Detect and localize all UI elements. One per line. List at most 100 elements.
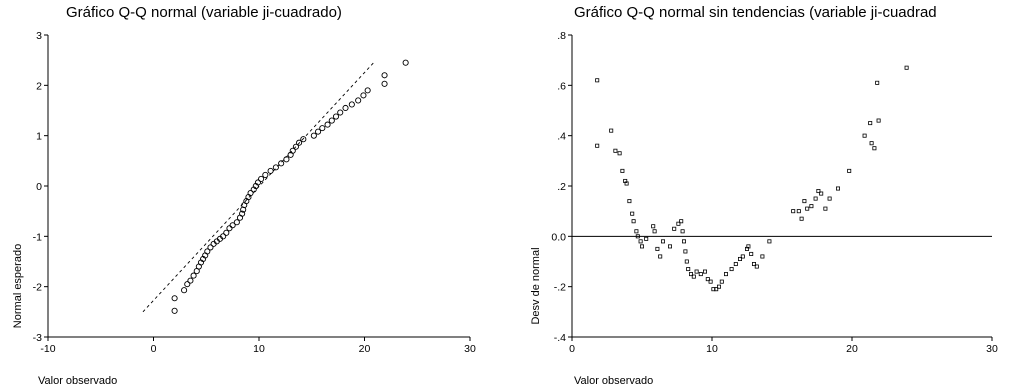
chart2-data-point [836, 186, 841, 191]
chart2-y-tick-label: -.2 [554, 282, 566, 294]
chart2-data-point [686, 267, 691, 272]
chart1-data-point [348, 101, 355, 108]
chart1-data-point [190, 272, 197, 279]
chart2-data-point [719, 279, 724, 284]
chart2-data-point [862, 133, 867, 138]
chart1-data-point [360, 92, 367, 99]
chart2-data-point [689, 272, 694, 277]
chart1-data-point [342, 104, 349, 112]
chart2-data-point [679, 219, 684, 224]
chart2-data-point [638, 239, 643, 244]
chart1-data-point [364, 87, 371, 94]
chart2-y-axis-label: Desv de normal [530, 247, 542, 324]
chart2-data-point [652, 229, 657, 234]
chart1-x-tick-label: 0 [151, 343, 157, 355]
chart1-data-point [239, 210, 246, 217]
chart2-data-point [847, 168, 852, 173]
chart2-y-tick-label: 0.0 [551, 231, 566, 243]
chart1-y-tick-label: -3 [33, 332, 42, 344]
chart2-data-point [703, 269, 708, 274]
chart1-data-point [187, 277, 194, 284]
chart2-x-tick-label: 0 [569, 343, 575, 355]
chart2-data-point [746, 244, 751, 249]
chart1-data-point [207, 244, 214, 251]
chart1-data-point [292, 143, 299, 150]
chart2-data-point [802, 199, 807, 204]
chart2-data-point [799, 216, 804, 221]
chart2-data-point [733, 262, 738, 267]
chart2-data-point [705, 277, 710, 282]
chart2-data-point [805, 206, 810, 211]
chart2-data-point [644, 236, 649, 241]
chart1-data-point [402, 59, 409, 66]
chart1-data-point [226, 225, 233, 232]
chart1-title: Gráfico Q-Q normal (variable ji-cuadrado… [66, 4, 342, 21]
chart1-y-tick-label: -1 [33, 231, 42, 243]
chart2-data-point [680, 229, 685, 234]
chart1-data-point [204, 248, 211, 255]
chart2-data-point [904, 65, 909, 70]
chart2-data-point [595, 143, 600, 148]
chart1-data-point [240, 206, 247, 213]
chart2-data-point [631, 219, 636, 224]
chart1-reference-line [142, 60, 376, 313]
chart2-data-point [595, 78, 600, 83]
chart2-y-tick-label: -.4 [554, 332, 566, 344]
chart1-data-point [296, 139, 303, 146]
chart1-data-point [278, 160, 285, 167]
chart2-data-point [635, 234, 640, 239]
chart1-data-point [258, 175, 265, 183]
chart2-data-point [661, 239, 666, 244]
chart2-data-point [620, 168, 625, 173]
chart2-data-point [655, 246, 660, 251]
chart1-x-tick-label: -10 [40, 343, 55, 355]
chart2-data-point [640, 244, 645, 249]
chart2-data-point [791, 209, 796, 214]
chart2-data-point [816, 189, 821, 194]
chart2-data-point [694, 269, 699, 274]
chart2-y-tick-label: .4 [557, 131, 566, 143]
chart1-data-point [319, 125, 326, 132]
chart2-data-point [813, 196, 818, 201]
chart2-data-point [767, 239, 772, 244]
chart2-data-point [729, 267, 734, 272]
chart1-data-point [184, 281, 191, 288]
chart1-data-point [229, 222, 236, 229]
chart1-data-point [381, 72, 388, 79]
chart1-data-point [181, 287, 188, 294]
chart2-data-point [672, 226, 677, 231]
chart1-x-tick-label: 30 [464, 343, 476, 355]
chart2-data-point [711, 287, 716, 292]
chart2-data-point [651, 224, 656, 229]
chart1-data-point [355, 97, 362, 104]
chart2-data-point [630, 211, 635, 216]
chart2-x-tick-label: 30 [986, 343, 998, 355]
chart2-data-point [682, 239, 687, 244]
chart2-data-point [624, 181, 629, 186]
chart2-data-point [875, 80, 880, 85]
chart2-data-point [684, 259, 689, 264]
chart1-data-point [310, 132, 317, 139]
chart1-y-tick-label: 0 [36, 181, 42, 193]
chart2-data-point [683, 249, 688, 254]
chart1-x-tick-label: 20 [359, 343, 371, 355]
chart2-data-point [708, 279, 713, 284]
chart2-data-point [819, 191, 824, 196]
chart1-data-point [247, 189, 254, 197]
chart2-data-point [876, 118, 881, 123]
chart1-data-point [337, 109, 344, 116]
chart2-data-point [613, 148, 618, 153]
chart2-data-point [740, 254, 745, 259]
chart1-data-point [381, 80, 388, 87]
chart1-y-tick-label: 3 [36, 30, 42, 42]
chart2-x-tick-label: 20 [846, 343, 858, 355]
chart2-data-point [658, 254, 663, 259]
chart2-data-point [724, 272, 729, 277]
chart1-data-point [272, 164, 279, 171]
chart1-data-point [332, 113, 340, 120]
chart2-data-point [698, 272, 703, 277]
chart1-data-point [262, 171, 269, 178]
chart2-data-point [869, 141, 874, 146]
chart1-data-point [223, 229, 230, 236]
